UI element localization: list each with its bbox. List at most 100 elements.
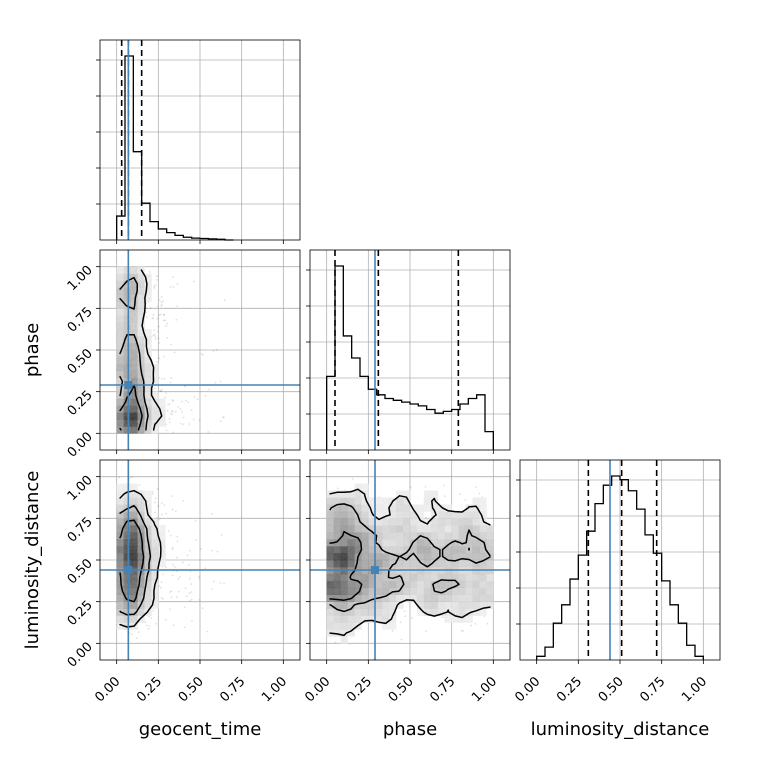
sample-point (391, 630, 394, 632)
density-cell (116, 615, 124, 623)
density-cell (479, 608, 487, 616)
sample-point (185, 595, 188, 598)
density-cell (144, 405, 152, 413)
density-cell (437, 546, 446, 554)
density-cell (116, 490, 124, 498)
sample-point (169, 534, 172, 537)
density-cell (340, 497, 348, 505)
density-cell (151, 412, 159, 420)
density-cell (130, 580, 138, 589)
contour-line (329, 530, 363, 601)
y-tick-label: 0.50 (65, 556, 96, 587)
density-cell (333, 580, 341, 589)
density-cell (130, 587, 138, 596)
sample-point (478, 492, 481, 495)
density-cell (333, 601, 341, 609)
tick-labels: 0.00 0.25 0.50 0.75 1.00 0.00 0.25 0.50 0.75 1.00… (65, 240, 710, 705)
density-cell (151, 518, 159, 526)
density-cell (123, 301, 131, 309)
sample-point (187, 401, 190, 404)
density-cell (416, 504, 425, 512)
density-cell (410, 525, 418, 533)
xlabel-geocent-time: geocent_time (139, 719, 262, 740)
sample-point (157, 337, 160, 340)
x-tick-label: 0.25 (344, 674, 375, 705)
density-cell (354, 525, 362, 533)
density-cell (430, 532, 439, 540)
density-cell (368, 594, 376, 602)
density-cell (444, 615, 452, 623)
density-cell (326, 553, 334, 561)
density-cell (430, 580, 439, 589)
density-cell (423, 601, 432, 609)
density-cell (130, 322, 138, 330)
density-cell (423, 532, 432, 540)
density-cell (465, 594, 473, 602)
sample-point (160, 313, 162, 316)
sample-point (176, 283, 179, 285)
sample-point (154, 501, 156, 504)
density-cell (465, 518, 473, 526)
sample-point (210, 512, 213, 515)
density-cell (123, 356, 131, 365)
density-cell (403, 504, 411, 512)
x-tick-label: 1.00 (679, 674, 710, 705)
density-cell (123, 553, 131, 561)
density-cell (116, 419, 124, 427)
density-cell (137, 511, 145, 519)
hist-luminosity-distance-panel (520, 460, 720, 660)
density-cell (361, 560, 369, 568)
density-cell (361, 546, 369, 554)
density-cell (382, 546, 390, 554)
density-cell (423, 518, 432, 526)
sample-point (474, 622, 477, 625)
density-cell (479, 587, 487, 596)
density-cell (368, 608, 376, 616)
density-cell (347, 615, 355, 623)
sample-point (166, 409, 169, 412)
density-cell (144, 329, 152, 337)
density-cell (403, 553, 411, 561)
density-cell (333, 587, 341, 596)
density-cell (396, 504, 404, 512)
density-cell (465, 608, 473, 616)
contour-line (119, 276, 149, 431)
density-cell (137, 553, 145, 561)
density-cell (151, 587, 159, 596)
density-cell (137, 301, 145, 309)
density-cell (137, 426, 145, 434)
sample-point (164, 319, 167, 322)
density-cell (382, 587, 390, 596)
sample-point (146, 624, 148, 627)
density-cell (354, 497, 362, 505)
sample-point (210, 549, 213, 552)
sample-point (148, 270, 151, 273)
sample-point (118, 476, 121, 479)
density-cell (472, 525, 480, 533)
density-cell (116, 539, 124, 547)
density-cell (472, 532, 480, 540)
density-cell (396, 539, 404, 547)
density-cell (144, 419, 152, 427)
sample-point (151, 492, 154, 495)
density-cell (403, 560, 411, 568)
density-cell (130, 573, 138, 582)
density-cell (361, 594, 369, 602)
density-cell (116, 546, 124, 554)
density-cell (458, 587, 466, 596)
density-cell (486, 546, 494, 554)
density-cell (130, 363, 138, 372)
sample-point (169, 381, 172, 384)
sample-point (158, 342, 161, 344)
density-cell (437, 511, 446, 519)
density-cell (158, 553, 166, 561)
density-cell (382, 525, 390, 533)
sample-point (181, 561, 184, 564)
density-cell (465, 573, 473, 582)
density-cell (479, 511, 487, 519)
density-cell (389, 539, 397, 547)
density-cell (444, 518, 452, 526)
density-cell (430, 525, 439, 533)
sample-point (152, 609, 155, 612)
density-cell (340, 546, 348, 554)
